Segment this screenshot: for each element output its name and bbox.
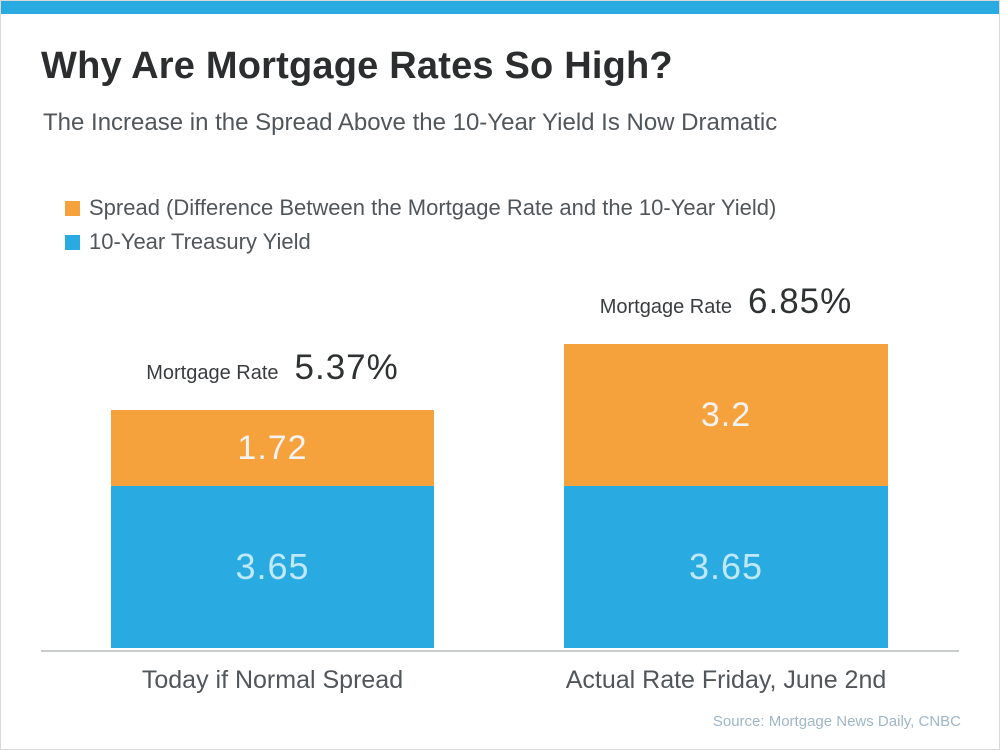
total-value: 5.37% xyxy=(294,348,399,387)
yield-segment: 3.65 xyxy=(564,486,888,648)
x-axis-line xyxy=(41,650,959,652)
yield-value: 3.65 xyxy=(688,546,764,587)
category-label-actual-rate: Actual Rate Friday, June 2nd xyxy=(565,666,887,694)
top-accent-bar xyxy=(1,1,999,14)
chart-title: Why Are Mortgage Rates So High? xyxy=(41,45,673,87)
legend-label-spread: Spread (Difference Between the Mortgage … xyxy=(89,195,777,220)
total-value: 6.85% xyxy=(748,282,853,321)
category-label-normal-spread: Today if Normal Spread xyxy=(141,666,404,694)
spread-value: 1.72 xyxy=(237,428,308,467)
bar-group-normal-spread: Mortgage Rate 5.37% 1.72 3.65 xyxy=(111,348,434,648)
spread-segment: 3.2 xyxy=(564,344,888,486)
legend-label-yield: 10-Year Treasury Yield xyxy=(89,229,311,254)
mortgage-rate-total: Mortgage Rate 5.37% xyxy=(146,348,399,388)
mortgage-rate-total: Mortgage Rate 6.85% xyxy=(600,282,853,322)
yield-segment: 3.65 xyxy=(111,486,434,648)
spread-swatch-icon xyxy=(65,200,80,216)
total-label: Mortgage Rate xyxy=(146,362,279,384)
bar-group-actual-rate: Mortgage Rate 6.85% 3.2 3.65 xyxy=(564,282,888,648)
yield-swatch-icon xyxy=(65,234,80,250)
spread-segment: 1.72 xyxy=(111,410,434,486)
chart-legend: Spread (Difference Between the Mortgage … xyxy=(65,195,776,263)
total-label: Mortgage Rate xyxy=(599,296,733,318)
spread-value: 3.2 xyxy=(700,395,752,434)
chart-subtitle: The Increase in the Spread Above the 10-… xyxy=(43,109,778,136)
legend-item-yield: 10-Year Treasury Yield xyxy=(65,229,776,255)
source-attribution: Source: Mortgage News Daily, CNBC xyxy=(712,713,961,730)
yield-value: 3.65 xyxy=(235,546,310,587)
legend-item-spread: Spread (Difference Between the Mortgage … xyxy=(65,195,776,221)
